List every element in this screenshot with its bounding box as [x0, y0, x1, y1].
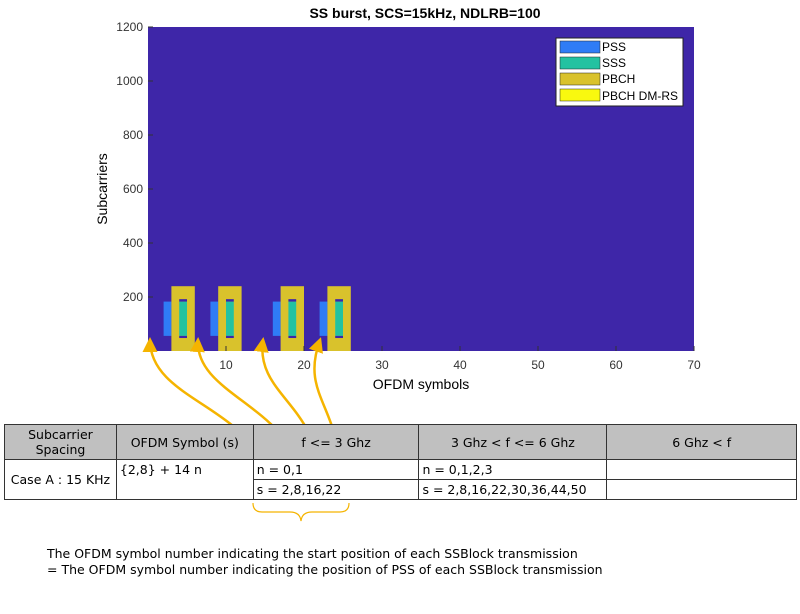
- legend-label-pbch-dmrs: PBCH DM-RS: [602, 89, 678, 103]
- annotation-note: The OFDM symbol number indicating the st…: [47, 546, 607, 578]
- ss-blocks: [163, 286, 351, 351]
- y-tick-label: 200: [123, 290, 143, 304]
- y-tick-label: 600: [123, 182, 143, 196]
- chart-title: SS burst, SCS=15kHz, NDLRB=100: [309, 5, 540, 21]
- grouping-brace: [252, 502, 350, 522]
- annotation-arrows: [142, 337, 333, 424]
- y-tick-label: 800: [123, 128, 143, 142]
- sss-block: [226, 301, 234, 336]
- arrow-symbol-16: [253, 337, 306, 424]
- legend-swatch-pbch: [559, 72, 601, 86]
- s-high-cell: [606, 479, 797, 500]
- x-tick-label: 20: [297, 358, 311, 372]
- legend-swatch-pbch-dmrs: [559, 88, 601, 102]
- ss-burst-chart: SS burst, SCS=15kHz, NDLRB=100 10 20 30 40 5…: [94, 5, 701, 424]
- x-axis-label: OFDM symbols: [373, 376, 469, 392]
- pss-block: [163, 301, 172, 336]
- sss-block: [335, 301, 343, 336]
- x-tick-label: 60: [609, 358, 623, 372]
- pbch-gap: [335, 335, 343, 339]
- table-row: s = 2,8,16,22 s = 2,8,16,22,30,36,44,50: [5, 479, 797, 500]
- x-tick-label: 40: [453, 358, 467, 372]
- legend-label-pbch: PBCH: [602, 72, 635, 86]
- table-header-row: Subcarrier Spacing OFDM Symbol (s) f <= …: [4, 424, 797, 460]
- arrow-symbol-2: [142, 337, 233, 424]
- arrow-symbol-8: [189, 337, 273, 424]
- case-cell: Case A : 15 KHz: [4, 459, 117, 500]
- header-3-to-6ghz: 3 Ghz < f <= 6 Ghz: [418, 424, 608, 460]
- y-tick-label: 400: [123, 236, 143, 250]
- n-mid-cell: n = 0,1,2,3: [418, 459, 608, 480]
- legend-label-pss: PSS: [602, 40, 626, 54]
- x-tick-label: 70: [687, 358, 701, 372]
- s-mid-cell: s = 2,8,16,22,30,36,44,50: [418, 479, 608, 500]
- x-tick-label: 50: [531, 358, 545, 372]
- s-low-cell: s = 2,8,16,22: [252, 479, 420, 500]
- pss-block: [210, 301, 219, 336]
- legend-label-sss: SSS: [602, 56, 626, 70]
- pbch-gap: [288, 299, 297, 302]
- pbch-gap: [226, 299, 234, 302]
- pbch-gap: [179, 299, 187, 302]
- pbch-gap: [335, 299, 343, 302]
- arrow-symbol-22: [308, 337, 333, 424]
- note-line-1: The OFDM symbol number indicating the st…: [47, 546, 578, 561]
- pss-block: [272, 301, 281, 336]
- symbol-formula-cell: {2,8} + 14 n: [115, 459, 254, 500]
- y-axis-label: Subcarriers: [94, 153, 110, 225]
- y-tick-label: 1000: [116, 74, 143, 88]
- pss-block: [319, 301, 328, 336]
- x-tick-label: 10: [219, 358, 233, 372]
- pbch-gap: [226, 335, 234, 339]
- ss-block-table: Subcarrier Spacing OFDM Symbol (s) f <= …: [4, 424, 797, 500]
- header-f-le-3ghz: f <= 3 Ghz: [252, 424, 420, 460]
- n-high-cell: [606, 459, 797, 480]
- sss-block: [288, 301, 297, 336]
- pbch-gap: [288, 335, 297, 339]
- note-line-2: = The OFDM symbol number indicating the …: [47, 562, 603, 577]
- legend: PSS SSS PBCH PBCH DM-RS: [555, 37, 684, 107]
- x-tick-label: 30: [375, 358, 389, 372]
- header-above-6ghz: 6 Ghz < f: [606, 424, 797, 460]
- axis-ticks: 10 20 30 40 50 60 70 200 400 600 800 1000 1200: [116, 20, 701, 372]
- sss-block: [179, 301, 187, 336]
- header-subcarrier-spacing: Subcarrier Spacing: [4, 424, 117, 460]
- y-tick-label: 1200: [116, 20, 143, 34]
- legend-swatch-pss: [559, 40, 601, 54]
- table-row: Case A : 15 KHz {2,8} + 14 n n = 0,1 n =…: [4, 459, 797, 500]
- pbch-gap: [179, 335, 187, 339]
- legend-swatch-sss: [559, 56, 601, 70]
- n-low-cell: n = 0,1: [252, 459, 420, 480]
- header-ofdm-symbol: OFDM Symbol (s): [115, 424, 254, 460]
